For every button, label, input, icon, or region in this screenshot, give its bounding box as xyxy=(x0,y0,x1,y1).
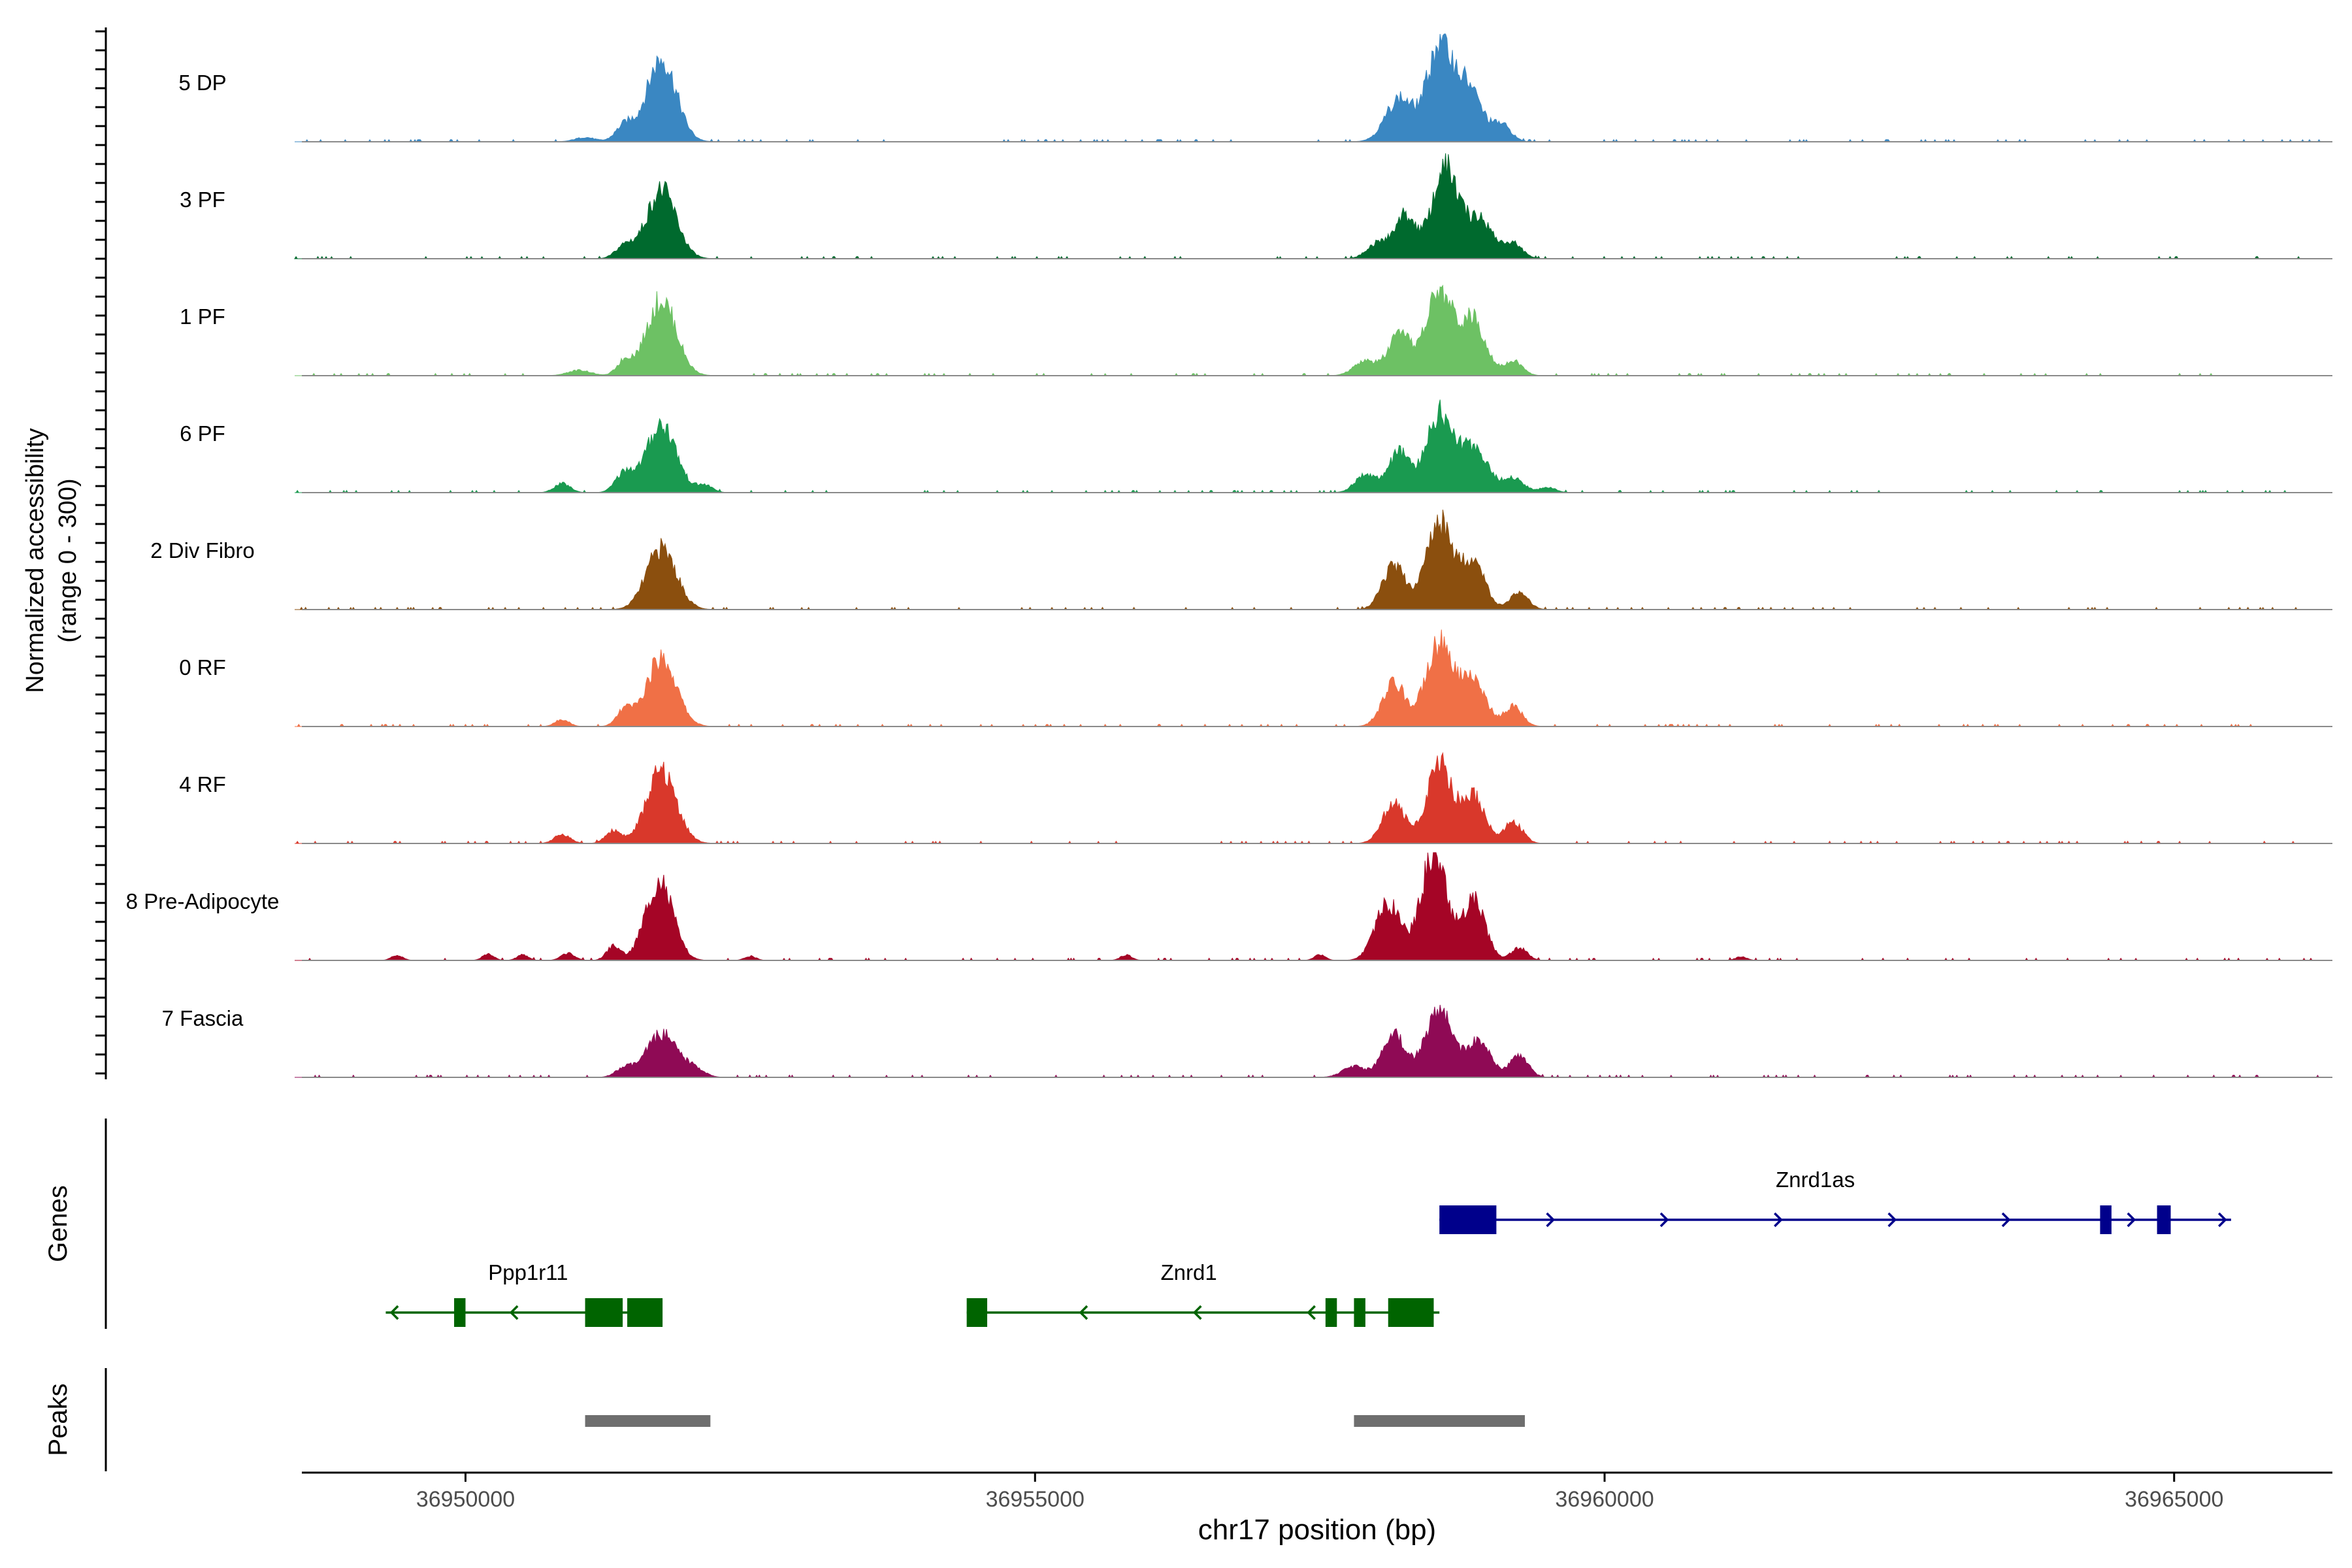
strand-arrow xyxy=(1307,1305,1316,1320)
y-axis-subtitle: (range 0 - 300) xyxy=(54,478,82,642)
gene-exon xyxy=(585,1298,623,1327)
genes-panel: Genes Znrd1as Ppp1r11 Znrd1 xyxy=(44,1119,2231,1329)
track-3-pf: 3 PF xyxy=(180,153,2332,259)
track-label: 5 DP xyxy=(178,71,226,95)
track-label: 3 PF xyxy=(180,188,225,212)
strand-arrow xyxy=(1546,1212,1556,1228)
x-ticks: 36950000 36955000 36960000 36965000 xyxy=(416,1473,2223,1512)
track-4-rf: 4 RF xyxy=(179,751,2332,844)
coverage-y-ticks xyxy=(95,30,106,1075)
y-axis-title: Normalized accessibility xyxy=(22,428,49,693)
x-tick-label: 36960000 xyxy=(1555,1487,1654,1512)
gene-exon xyxy=(2157,1205,2171,1234)
track-7-fascia: 7 Fascia xyxy=(162,1005,2332,1078)
gene-exon xyxy=(1325,1298,1337,1327)
track-8-pre-adipocyte: 8 Pre-Adipocyte xyxy=(126,852,2332,961)
gene-exon xyxy=(454,1298,466,1327)
track-2-div-fibro: 2 Div Fibro xyxy=(150,510,2332,610)
gene-label: Ppp1r11 xyxy=(488,1260,568,1284)
peaks-track-label: Peaks xyxy=(44,1383,73,1456)
x-axis-title: chr17 position (bp) xyxy=(1198,1514,1436,1546)
peaks-panel: Peaks xyxy=(44,1368,1525,1471)
track-label: 2 Div Fibro xyxy=(150,538,255,563)
strand-arrow xyxy=(1192,1305,1202,1320)
track-label: 1 PF xyxy=(180,304,225,329)
strand-arrow xyxy=(509,1305,519,1320)
track-label: 7 Fascia xyxy=(162,1006,244,1030)
gene-exon xyxy=(1388,1298,1434,1327)
gene-label: Znrd1as xyxy=(1776,1168,1855,1192)
gene-exon xyxy=(1439,1205,1497,1234)
strand-arrow xyxy=(1887,1212,1897,1228)
track-5-dp: 5 DP xyxy=(178,33,2332,142)
strand-arrow xyxy=(2127,1212,2136,1228)
x-tick-label: 36965000 xyxy=(2125,1487,2223,1512)
x-tick-label: 36955000 xyxy=(986,1487,1085,1512)
gene-ppp1r11: Ppp1r11 xyxy=(385,1260,663,1327)
coverage-tracks: 5 DP 3 PF 1 PF 6 PF 2 Div Fibro 0 RF 4 RF 8 Pre… xyxy=(126,33,2332,1078)
gene-znrd1as: Znrd1as xyxy=(1439,1168,2231,1234)
track-label: 4 RF xyxy=(179,772,226,796)
track-1-pf: 1 PF xyxy=(180,284,2332,376)
gene-exon xyxy=(966,1298,988,1327)
strand-arrow xyxy=(389,1305,399,1320)
track-6-pf: 6 PF xyxy=(180,399,2332,493)
gene-label: Znrd1 xyxy=(1161,1260,1217,1284)
track-label: 8 Pre-Adipocyte xyxy=(126,889,280,913)
x-axis: 36950000 36955000 36960000 36965000 chr17 p… xyxy=(302,1471,2332,1546)
track-label: 0 RF xyxy=(179,655,226,679)
strand-arrow xyxy=(2001,1212,2011,1228)
gene-exon xyxy=(627,1298,663,1327)
peak-bars xyxy=(585,1415,1525,1427)
strand-arrow xyxy=(2217,1212,2227,1228)
track-0-rf: 0 RF xyxy=(179,629,2332,727)
gene-models: Znrd1as Ppp1r11 Znrd1 xyxy=(385,1168,2231,1327)
gene-exon xyxy=(1354,1298,1365,1327)
strand-arrow xyxy=(1659,1212,1669,1228)
coverage-panel: Normalized accessibility (range 0 - 300)… xyxy=(22,27,2332,1079)
strand-arrow xyxy=(1079,1305,1088,1320)
gene-exon xyxy=(2100,1205,2112,1234)
strand-arrow xyxy=(1774,1212,1783,1228)
x-tick-label: 36950000 xyxy=(416,1487,515,1512)
gene-znrd1: Znrd1 xyxy=(966,1260,1440,1327)
peak-region xyxy=(1354,1415,1525,1427)
track-label: 6 PF xyxy=(180,421,225,446)
genes-track-label: Genes xyxy=(44,1185,73,1262)
peak-region xyxy=(585,1415,711,1427)
